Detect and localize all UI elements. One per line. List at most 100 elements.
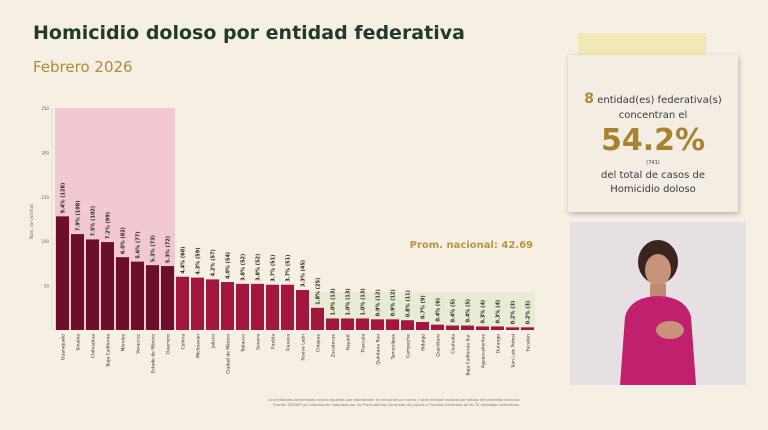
category-label: Hidalgo bbox=[421, 334, 427, 351]
data-label: 6.0% (82) bbox=[121, 227, 127, 254]
data-label: 7.9% (108) bbox=[76, 200, 82, 231]
bar bbox=[461, 325, 474, 330]
bar bbox=[491, 326, 504, 330]
category-label: Tamaulipas bbox=[391, 333, 397, 360]
chart-subtitle: Febrero 2026 bbox=[33, 58, 133, 76]
card-total: (741) bbox=[646, 160, 660, 166]
category-label: Sinaloa bbox=[76, 334, 82, 351]
y-tick-label: 200 bbox=[41, 150, 49, 155]
bar bbox=[356, 318, 369, 330]
bar bbox=[266, 284, 279, 330]
data-label: 0.2% (3) bbox=[511, 301, 517, 325]
bar bbox=[341, 318, 354, 330]
bar bbox=[131, 261, 144, 330]
chart-title: Homicidio doloso por entidad federativa bbox=[33, 22, 465, 44]
bar bbox=[101, 242, 114, 330]
average-label: Prom. nacional: 42.69 bbox=[410, 240, 533, 251]
sign-language-interpreter-video bbox=[570, 222, 746, 385]
card-line4: Homicidio doloso bbox=[610, 184, 696, 195]
category-label: Morelos bbox=[121, 333, 127, 351]
category-label: Sonora bbox=[256, 334, 262, 350]
category-label: Baja California bbox=[106, 334, 112, 367]
category-label: Yucatán bbox=[525, 334, 532, 353]
footnote-line1: Las entidades sombreadas indican aquella… bbox=[268, 398, 520, 402]
category-label: Guerrero bbox=[166, 334, 172, 354]
category-label: Aguascalientes bbox=[481, 333, 487, 368]
entity-count: 8 bbox=[584, 91, 595, 107]
category-label: Jalisco bbox=[211, 334, 217, 349]
bar bbox=[371, 319, 384, 330]
data-label: 0.4% (5) bbox=[466, 299, 472, 323]
card-line2: concentran el bbox=[618, 110, 688, 121]
y-axis-label: Núm. de víctimas bbox=[29, 204, 34, 239]
data-label: 0.3% (4) bbox=[496, 300, 502, 324]
bar bbox=[176, 276, 189, 330]
data-label: 9.4% (128) bbox=[61, 183, 67, 214]
footnote-line2: Fuente: SESNSP con información reportada… bbox=[273, 403, 520, 407]
data-label: 0.2% (3) bbox=[526, 301, 532, 325]
data-label: 4.0% (54) bbox=[226, 252, 232, 279]
category-label: Querétaro bbox=[435, 334, 442, 357]
data-label: 3.8% (52) bbox=[256, 254, 262, 281]
data-label: 3.3% (45) bbox=[301, 260, 307, 287]
data-label: 4.2% (57) bbox=[211, 249, 217, 276]
category-label: Durango bbox=[496, 334, 502, 354]
category-label: Zacatecas bbox=[331, 333, 337, 357]
card-percent: 54.2% bbox=[600, 123, 706, 158]
bar bbox=[326, 318, 339, 330]
bar bbox=[146, 265, 159, 330]
category-label: San Luis Potosí bbox=[510, 333, 517, 367]
y-tick-label: 250 bbox=[41, 106, 49, 111]
data-label: 3.8% (52) bbox=[241, 254, 247, 281]
category-label: Quintana Roo bbox=[376, 334, 382, 365]
data-label: 4.4% (60) bbox=[181, 247, 187, 274]
data-label: 0.7% (9) bbox=[421, 295, 427, 319]
data-label: 0.8% (11) bbox=[406, 290, 412, 317]
bar bbox=[281, 284, 294, 330]
bar bbox=[311, 307, 324, 330]
bar bbox=[476, 326, 489, 330]
category-label: Coahuila bbox=[451, 334, 457, 354]
data-label: 5.3% (72) bbox=[166, 236, 172, 263]
data-label: 0.4% (5) bbox=[451, 299, 457, 323]
bar bbox=[236, 283, 249, 330]
category-label: Oaxaca bbox=[286, 334, 292, 351]
data-label: 1.0% (13) bbox=[346, 288, 352, 315]
y-tick-label: 50 bbox=[44, 284, 50, 289]
bar-chart: 50 100 150 200 250 Núm. de víctimas 9.4% (128)… bbox=[29, 106, 535, 376]
category-label: Baja California Sur bbox=[466, 334, 472, 376]
data-label: 0.9% (12) bbox=[376, 289, 382, 316]
data-label: 0.4% (6) bbox=[436, 298, 442, 322]
bar bbox=[401, 320, 414, 330]
data-label: 4.3% (59) bbox=[196, 247, 202, 274]
bar bbox=[296, 290, 309, 330]
data-label: 5.3% (73) bbox=[151, 235, 157, 262]
category-label: Guanajuato bbox=[61, 334, 67, 360]
y-tick-label: 150 bbox=[41, 195, 49, 200]
data-label: 0.3% (4) bbox=[481, 300, 487, 324]
category-label: Nayarit bbox=[346, 334, 352, 351]
category-label: Tlaxcala bbox=[361, 334, 367, 354]
category-label: Veracruz bbox=[136, 333, 142, 353]
category-label: Campeche bbox=[406, 334, 412, 358]
category-label: Chiapas bbox=[316, 333, 322, 352]
data-label: 0.9% (12) bbox=[391, 289, 397, 316]
category-label: Tabasco bbox=[241, 334, 247, 353]
bar bbox=[116, 257, 129, 330]
summary-card: 8 entidad(es) federativa(s) concentran e… bbox=[568, 55, 738, 212]
footnote: Las entidades sombreadas indican aquella… bbox=[180, 398, 520, 408]
bar bbox=[431, 324, 444, 330]
bar bbox=[416, 322, 429, 330]
data-label: 7.5% (102) bbox=[91, 206, 97, 237]
category-label: Estado de México bbox=[150, 334, 157, 374]
bar bbox=[71, 234, 84, 330]
bar bbox=[86, 239, 99, 330]
bar bbox=[161, 266, 174, 330]
category-label: Chihuahua bbox=[91, 334, 97, 358]
data-label: 3.7% (51) bbox=[271, 255, 277, 282]
bar bbox=[191, 277, 204, 330]
bar bbox=[506, 327, 519, 330]
category-label: Michoacán bbox=[195, 334, 202, 358]
data-label: 1.8% (25) bbox=[316, 278, 322, 305]
data-label: 3.7% (51) bbox=[286, 255, 292, 282]
